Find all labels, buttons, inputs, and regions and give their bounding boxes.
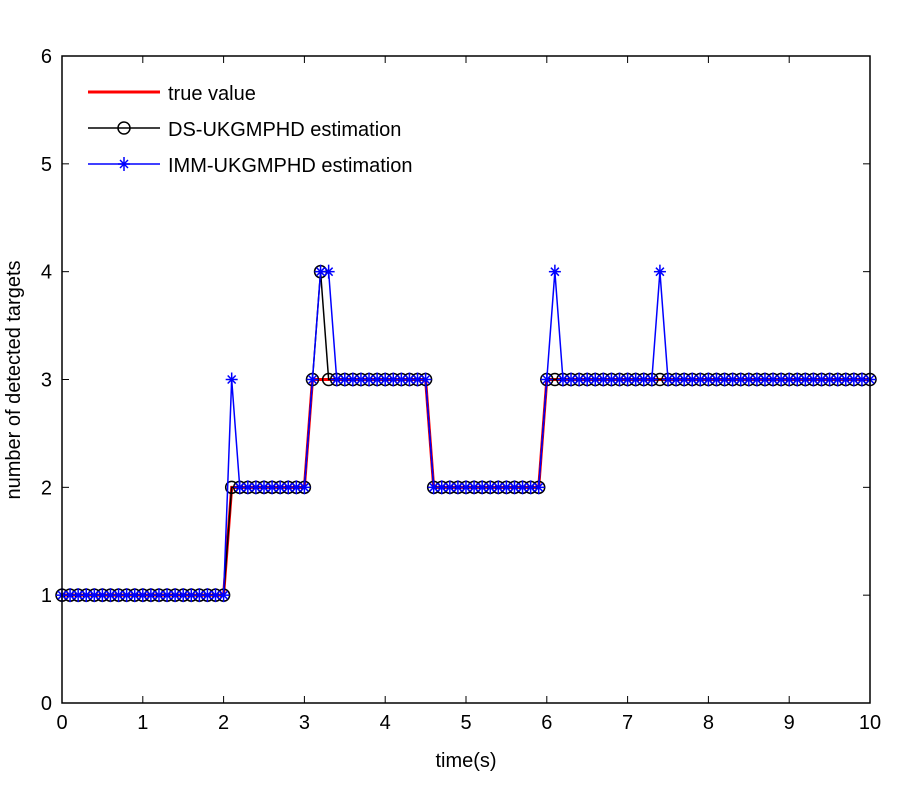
data-point <box>645 372 658 387</box>
data-point <box>225 372 238 387</box>
data-point <box>500 480 513 495</box>
data-point <box>783 372 796 387</box>
data-point <box>637 372 650 387</box>
y-tick-label: 0 <box>41 693 52 715</box>
data-point <box>201 588 214 603</box>
data-point <box>468 480 481 495</box>
data-point <box>702 372 715 387</box>
data-point <box>346 372 359 387</box>
data-point <box>540 372 553 387</box>
data-point <box>419 372 432 387</box>
data-point <box>516 480 529 495</box>
x-tick-label: 9 <box>784 712 795 734</box>
legend-label: DS-UKGMPHD estimation <box>168 119 401 141</box>
data-point <box>670 372 683 387</box>
legend-marker <box>118 157 130 171</box>
x-tick-label: 1 <box>137 712 148 734</box>
x-tick-label: 0 <box>56 712 67 734</box>
data-point <box>573 372 586 387</box>
data-point <box>193 588 206 603</box>
data-point <box>185 588 198 603</box>
data-point <box>710 372 723 387</box>
y-tick-label: 4 <box>41 262 52 284</box>
data-point <box>306 372 319 387</box>
y-tick-label: 2 <box>41 477 52 499</box>
x-tick-label: 7 <box>622 712 633 734</box>
data-point <box>524 480 537 495</box>
y-tick-label: 3 <box>41 370 52 392</box>
x-tick-label: 2 <box>218 712 229 734</box>
data-point <box>322 264 335 279</box>
data-point <box>815 372 828 387</box>
y-tick-label: 6 <box>41 46 52 68</box>
data-point <box>395 372 408 387</box>
data-point <box>767 372 780 387</box>
y-axis-label: number of detected targets <box>3 260 25 499</box>
data-point <box>532 480 545 495</box>
data-point <box>233 480 246 495</box>
legend-item: true value <box>88 83 256 105</box>
x-tick-label: 4 <box>380 712 391 734</box>
data-point <box>686 372 699 387</box>
data-point <box>653 264 666 279</box>
legend-item: DS-UKGMPHD estimation <box>88 119 401 141</box>
x-axis-label: time(s) <box>435 750 496 772</box>
data-point <box>726 372 739 387</box>
axes-box <box>61 55 871 704</box>
legend-marker <box>117 121 131 135</box>
data-point <box>855 372 868 387</box>
x-tick-label: 10 <box>859 712 881 734</box>
legend-label: true value <box>168 83 256 105</box>
data-point <box>152 588 165 603</box>
x-tick-label: 3 <box>299 712 310 734</box>
data-point <box>831 372 844 387</box>
legend-label: IMM-UKGMPHD estimation <box>168 155 412 177</box>
data-point <box>556 372 569 387</box>
x-tick-label: 6 <box>541 712 552 734</box>
data-point <box>169 588 182 603</box>
x-tick-label: 8 <box>703 712 714 734</box>
data-point <box>282 480 295 495</box>
data-point <box>274 480 287 495</box>
legend-item: IMM-UKGMPHD estimation <box>88 155 412 177</box>
data-point <box>217 588 230 603</box>
x-tick-label: 5 <box>460 712 471 734</box>
data-point <box>64 588 77 603</box>
data-point <box>298 480 311 495</box>
y-tick-label: 5 <box>41 154 52 176</box>
data-point <box>136 588 149 603</box>
data-point <box>460 480 472 495</box>
y-tick-label: 1 <box>41 585 52 607</box>
data-point <box>403 372 416 387</box>
data-point <box>548 264 561 279</box>
legend: true value DS-UKGMPHD estimation IMM-UKGMP… <box>88 83 412 177</box>
